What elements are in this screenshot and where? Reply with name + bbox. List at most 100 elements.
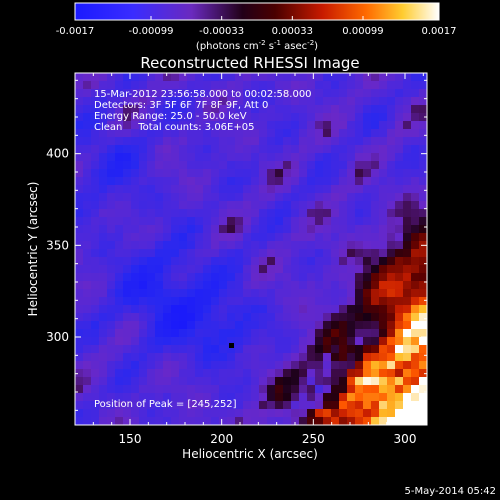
heatmap-cell [363,361,372,370]
heatmap-cell [259,369,268,378]
heatmap-cell [203,393,212,402]
heatmap-cell [339,329,348,338]
heatmap-cell [171,313,180,322]
heatmap-cell [107,361,116,370]
heatmap-cell [355,105,364,114]
heatmap-cell [387,353,396,362]
heatmap-cell [395,185,404,194]
heatmap-cell [411,113,420,122]
heatmap-cell [155,121,164,130]
heatmap-cell [411,313,420,322]
heatmap-cell [355,129,364,138]
heatmap-cell [155,409,164,418]
heatmap-cell [371,97,380,106]
heatmap-cell [195,321,204,330]
heatmap-cell [363,393,372,402]
heatmap-cell [99,81,108,90]
heatmap-cell [403,257,412,266]
heatmap-cell [171,305,180,314]
heatmap-cell [395,193,404,202]
heatmap-cell [291,353,300,362]
y-tick-label: 300 [46,330,69,344]
heatmap-cell [163,369,172,378]
heatmap-cell [371,121,380,130]
heatmap-cell [347,73,356,82]
heatmap-cell [227,129,236,138]
heatmap-cell [99,73,108,82]
heatmap-cell [315,329,324,338]
heatmap-cell [155,145,164,154]
heatmap-cell [195,345,204,354]
heatmap-cell [395,401,404,410]
heatmap-cell [91,145,100,154]
heatmap-cell [419,97,427,106]
heatmap-cell [299,369,308,378]
heatmap-cell [347,417,356,425]
heatmap-cell [403,297,412,306]
heatmap-cell [339,337,348,346]
heatmap-cell [107,177,116,186]
heatmap-cell [315,185,324,194]
heatmap-cell [283,201,292,210]
heatmap-cell [387,329,396,338]
heatmap-cell [299,281,308,290]
heatmap-cell [75,105,84,114]
heatmap-cell [155,177,164,186]
heatmap-cell [307,201,316,210]
heatmap-cell [83,265,92,274]
heatmap-cell [131,393,140,402]
heatmap-cell [211,353,220,362]
heatmap-cell [99,265,108,274]
heatmap-cell [379,265,388,274]
heatmap-cell [395,233,404,242]
heatmap-cell [339,257,348,266]
heatmap-cell [259,225,268,234]
heatmap-cell [155,129,164,138]
heatmap-cell [251,281,260,290]
colorbar-tick-label: -0.00033 [199,26,244,37]
heatmap-cell [355,353,364,362]
heatmap-cell [363,97,372,106]
heatmap-cell [187,217,196,226]
heatmap-cell [107,409,116,418]
heatmap-cell [363,169,372,178]
heatmap-cell [395,377,404,386]
heatmap-cell [203,305,212,314]
heatmap-cell [219,89,228,98]
heatmap-cell [179,369,188,378]
heatmap-cell [283,353,292,362]
heatmap-cell [259,329,268,338]
heatmap-cell [163,257,172,266]
heatmap-cell [339,385,348,394]
heatmap-cell [291,201,300,210]
heatmap-cell [331,105,340,114]
heatmap-cell [187,73,196,82]
heatmap-cell [195,297,204,306]
heatmap-cell [259,233,268,242]
heatmap-cell [291,329,300,338]
heatmap-cell [75,121,84,130]
heatmap-cell [179,281,188,290]
heatmap-cell [139,369,148,378]
heatmap-cell [291,345,300,354]
heatmap-cell [291,297,300,306]
heatmap-cell [131,169,140,178]
heatmap-cell [403,209,412,218]
heatmap-cell [123,321,132,330]
heatmap-cell [347,225,356,234]
heatmap-cell [283,385,292,394]
heatmap-cell [147,313,156,322]
heatmap-cell [419,225,427,234]
heatmap-cell [147,297,156,306]
heatmap-cell [211,113,220,122]
annotation-clean: Clean Total counts: 3.06E+05 [94,122,254,133]
heatmap-cell [195,225,204,234]
heatmap-cell [155,337,164,346]
heatmap-cell [139,209,148,218]
y-tick-label: 400 [46,147,69,161]
heatmap-cell [379,273,388,282]
heatmap-cell [107,105,116,114]
heatmap-cell [315,281,324,290]
heatmap-cell [179,265,188,274]
heatmap-cell [147,81,156,90]
